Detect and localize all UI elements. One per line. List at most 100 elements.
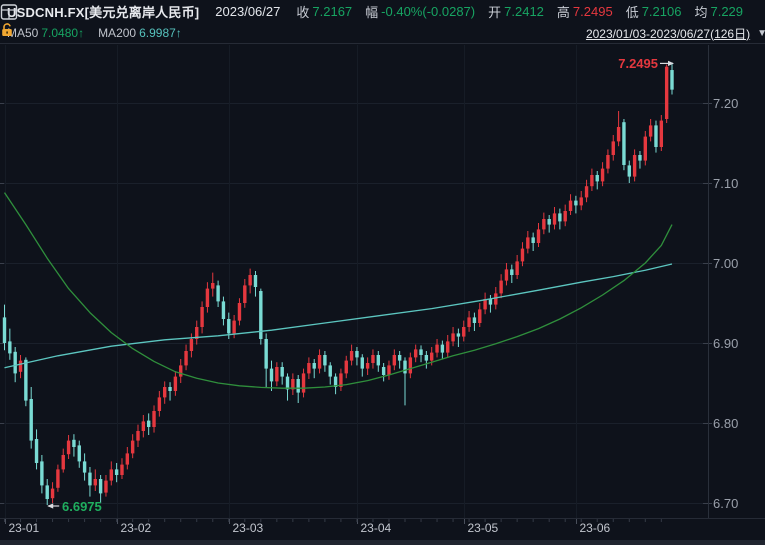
- x-axis-label: 23-06: [579, 521, 611, 535]
- x-axis-label: 23-02: [120, 521, 152, 535]
- candle: [584, 186, 589, 198]
- candle: [179, 365, 183, 377]
- candle: [146, 420, 151, 427]
- candle: [114, 469, 119, 475]
- ma50-line: [3, 192, 673, 389]
- quote-field-value: 7.2495: [572, 3, 613, 19]
- candle: [558, 213, 562, 222]
- unlock-icon[interactable]: [0, 22, 14, 37]
- candle: [88, 472, 92, 486]
- candle: [189, 339, 194, 351]
- candle: [430, 352, 434, 361]
- candle: [664, 66, 669, 119]
- candle: [253, 275, 258, 287]
- y-axis-label: 7.20: [713, 95, 739, 111]
- x-axis-label: 23-05: [467, 521, 499, 535]
- candle: [531, 237, 535, 243]
- candle: [451, 333, 455, 342]
- quote-field-value: 7.2106: [641, 3, 682, 19]
- y-axis-label: 7.10: [713, 175, 739, 191]
- candle: [168, 387, 172, 391]
- candle: [526, 237, 530, 249]
- y-axis-label: 6.90: [713, 335, 739, 351]
- candle: [195, 327, 199, 339]
- candle: [387, 365, 391, 375]
- quote-field-label: 开: [488, 4, 502, 20]
- candle: [227, 319, 231, 334]
- candle: [280, 367, 284, 377]
- candle: [403, 360, 407, 374]
- candle: [536, 229, 541, 243]
- candle: [269, 368, 274, 382]
- date-range-selector[interactable]: 2023/01/03-2023/06/27(126日): [585, 26, 751, 41]
- candle: [56, 469, 60, 488]
- candle: [424, 355, 429, 361]
- x-axis-label: 23-01: [8, 521, 40, 535]
- quote-field-value: 7.2167: [312, 3, 353, 19]
- candle: [397, 355, 402, 361]
- candle: [355, 351, 359, 358]
- candle: [40, 461, 44, 486]
- ma-label: MA50: [7, 26, 39, 40]
- symbol-title: USDCNH.FX[美元兑离岸人民币]: [7, 4, 200, 20]
- candle: [312, 363, 316, 369]
- candle: [18, 360, 23, 372]
- candle: [659, 120, 664, 147]
- candle: [494, 293, 498, 305]
- candle: [504, 269, 509, 281]
- chart-grid-icon[interactable]: [0, 3, 18, 21]
- candle: [93, 479, 97, 486]
- candle: [173, 376, 178, 391]
- candle: [136, 431, 140, 441]
- quote-field: 幅 -0.40%(-0.0287): [365, 2, 475, 21]
- candle: [333, 376, 338, 387]
- caret-down-icon[interactable]: ▼: [757, 27, 765, 39]
- candle: [643, 136, 647, 161]
- candle: [606, 155, 610, 169]
- candle: [510, 269, 514, 275]
- candle: [141, 421, 146, 431]
- candle: [478, 309, 482, 323]
- ohlc-fields: 收 7.2167 幅 -0.40%(-0.0287) 开 7.2412 高 7.2495 低 7.…: [296, 2, 743, 21]
- candle: [120, 464, 124, 475]
- ma200-line: [4, 263, 673, 369]
- quote-field: 收 7.2167: [296, 2, 352, 21]
- y-axis-label: 6.70: [713, 495, 739, 511]
- candle: [34, 439, 39, 463]
- low-arrowhead: [47, 503, 54, 509]
- candle: [200, 307, 204, 327]
- candle: [632, 155, 637, 177]
- candle: [205, 288, 210, 307]
- candle: [2, 317, 7, 343]
- candle: [419, 349, 423, 355]
- quote-field-value: -0.40%(-0.0287): [381, 3, 476, 19]
- candle: [163, 387, 167, 398]
- candle: [24, 359, 28, 401]
- ma-label: MA200: [98, 26, 137, 40]
- candle: [542, 219, 546, 230]
- candle: [488, 299, 493, 305]
- candle: [648, 125, 653, 137]
- candle: [381, 367, 386, 375]
- candle: [611, 141, 615, 155]
- candle: [61, 455, 65, 470]
- candle: [520, 248, 525, 262]
- candle: [317, 355, 322, 369]
- bottom-scrollbar[interactable]: [0, 540, 765, 545]
- candle: [627, 165, 631, 177]
- candle: [344, 360, 348, 374]
- candle: [232, 320, 236, 334]
- candle: [579, 197, 583, 206]
- candle: [157, 397, 162, 411]
- candle: [360, 357, 364, 369]
- candle: [77, 445, 81, 462]
- high-annotation: 7.2495: [618, 56, 658, 71]
- candle: [515, 261, 519, 275]
- candle: [622, 122, 626, 165]
- candle: [435, 344, 439, 353]
- candle: [216, 285, 220, 302]
- candle: [259, 291, 263, 339]
- candle: [275, 367, 279, 382]
- candle: [130, 440, 135, 454]
